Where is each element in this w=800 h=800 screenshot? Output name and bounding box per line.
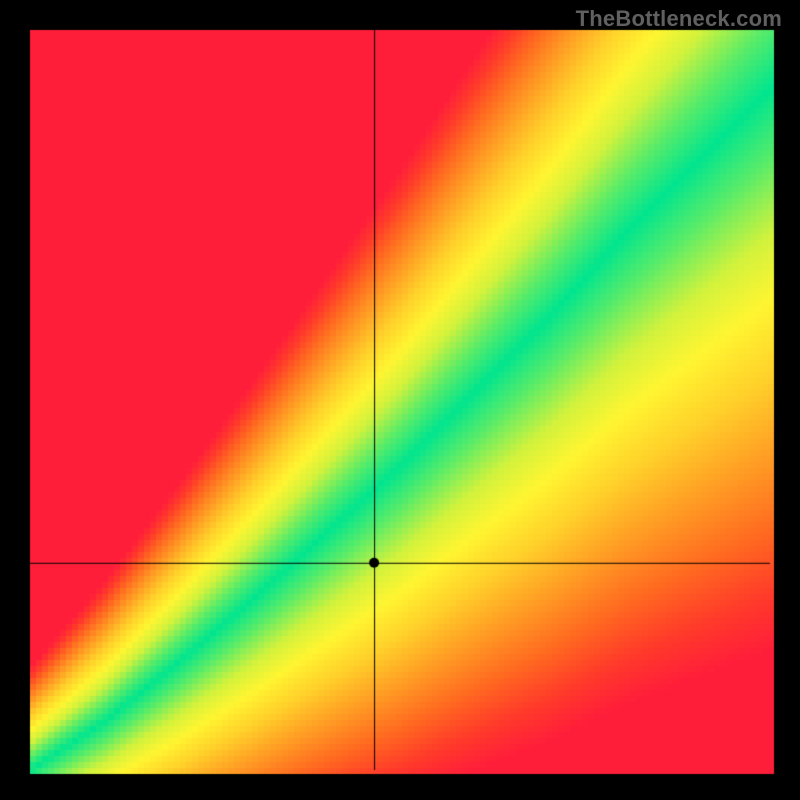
watermark-text: TheBottleneck.com — [576, 6, 782, 32]
bottleneck-heatmap-canvas — [0, 0, 800, 800]
chart-container: TheBottleneck.com — [0, 0, 800, 800]
